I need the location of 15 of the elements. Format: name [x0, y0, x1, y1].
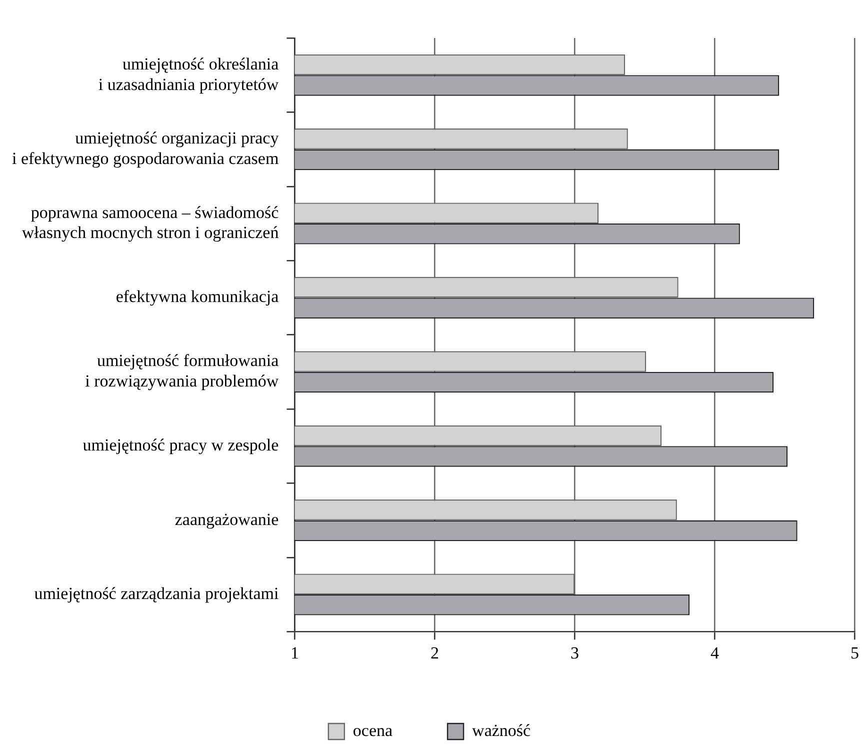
x-tick-label: 4	[710, 643, 720, 662]
y-tick-label: umiejętność organizacji pracy i efektywnego gospodarowania czasem	[12, 128, 280, 168]
y-tick-label: efektywna komunikacja	[116, 287, 280, 306]
y-tick-label: umiejętność określania i uzasadniania priorytetów	[98, 54, 280, 94]
x-tick-label: 3	[570, 643, 579, 662]
y-tick-label: umiejętność zarządzania projektami	[34, 584, 279, 603]
y-tick-label: umiejętność pracy w zespole	[82, 436, 279, 455]
legend-label: ocena	[352, 720, 394, 740]
x-tick-label: 2	[430, 643, 439, 662]
x-tick-label: 1	[290, 643, 299, 662]
y-tick-label: zaangażowanie	[174, 510, 279, 529]
y-tick-label: poprawna samoocena – świadomość własnych mocnych stron i ograniczeń	[22, 202, 280, 242]
y-tick-label: umiejętność formułowania i rozwiązywania problemów	[85, 351, 280, 391]
x-tick-label: 5	[850, 643, 859, 662]
legend-label: ważność	[472, 720, 532, 740]
